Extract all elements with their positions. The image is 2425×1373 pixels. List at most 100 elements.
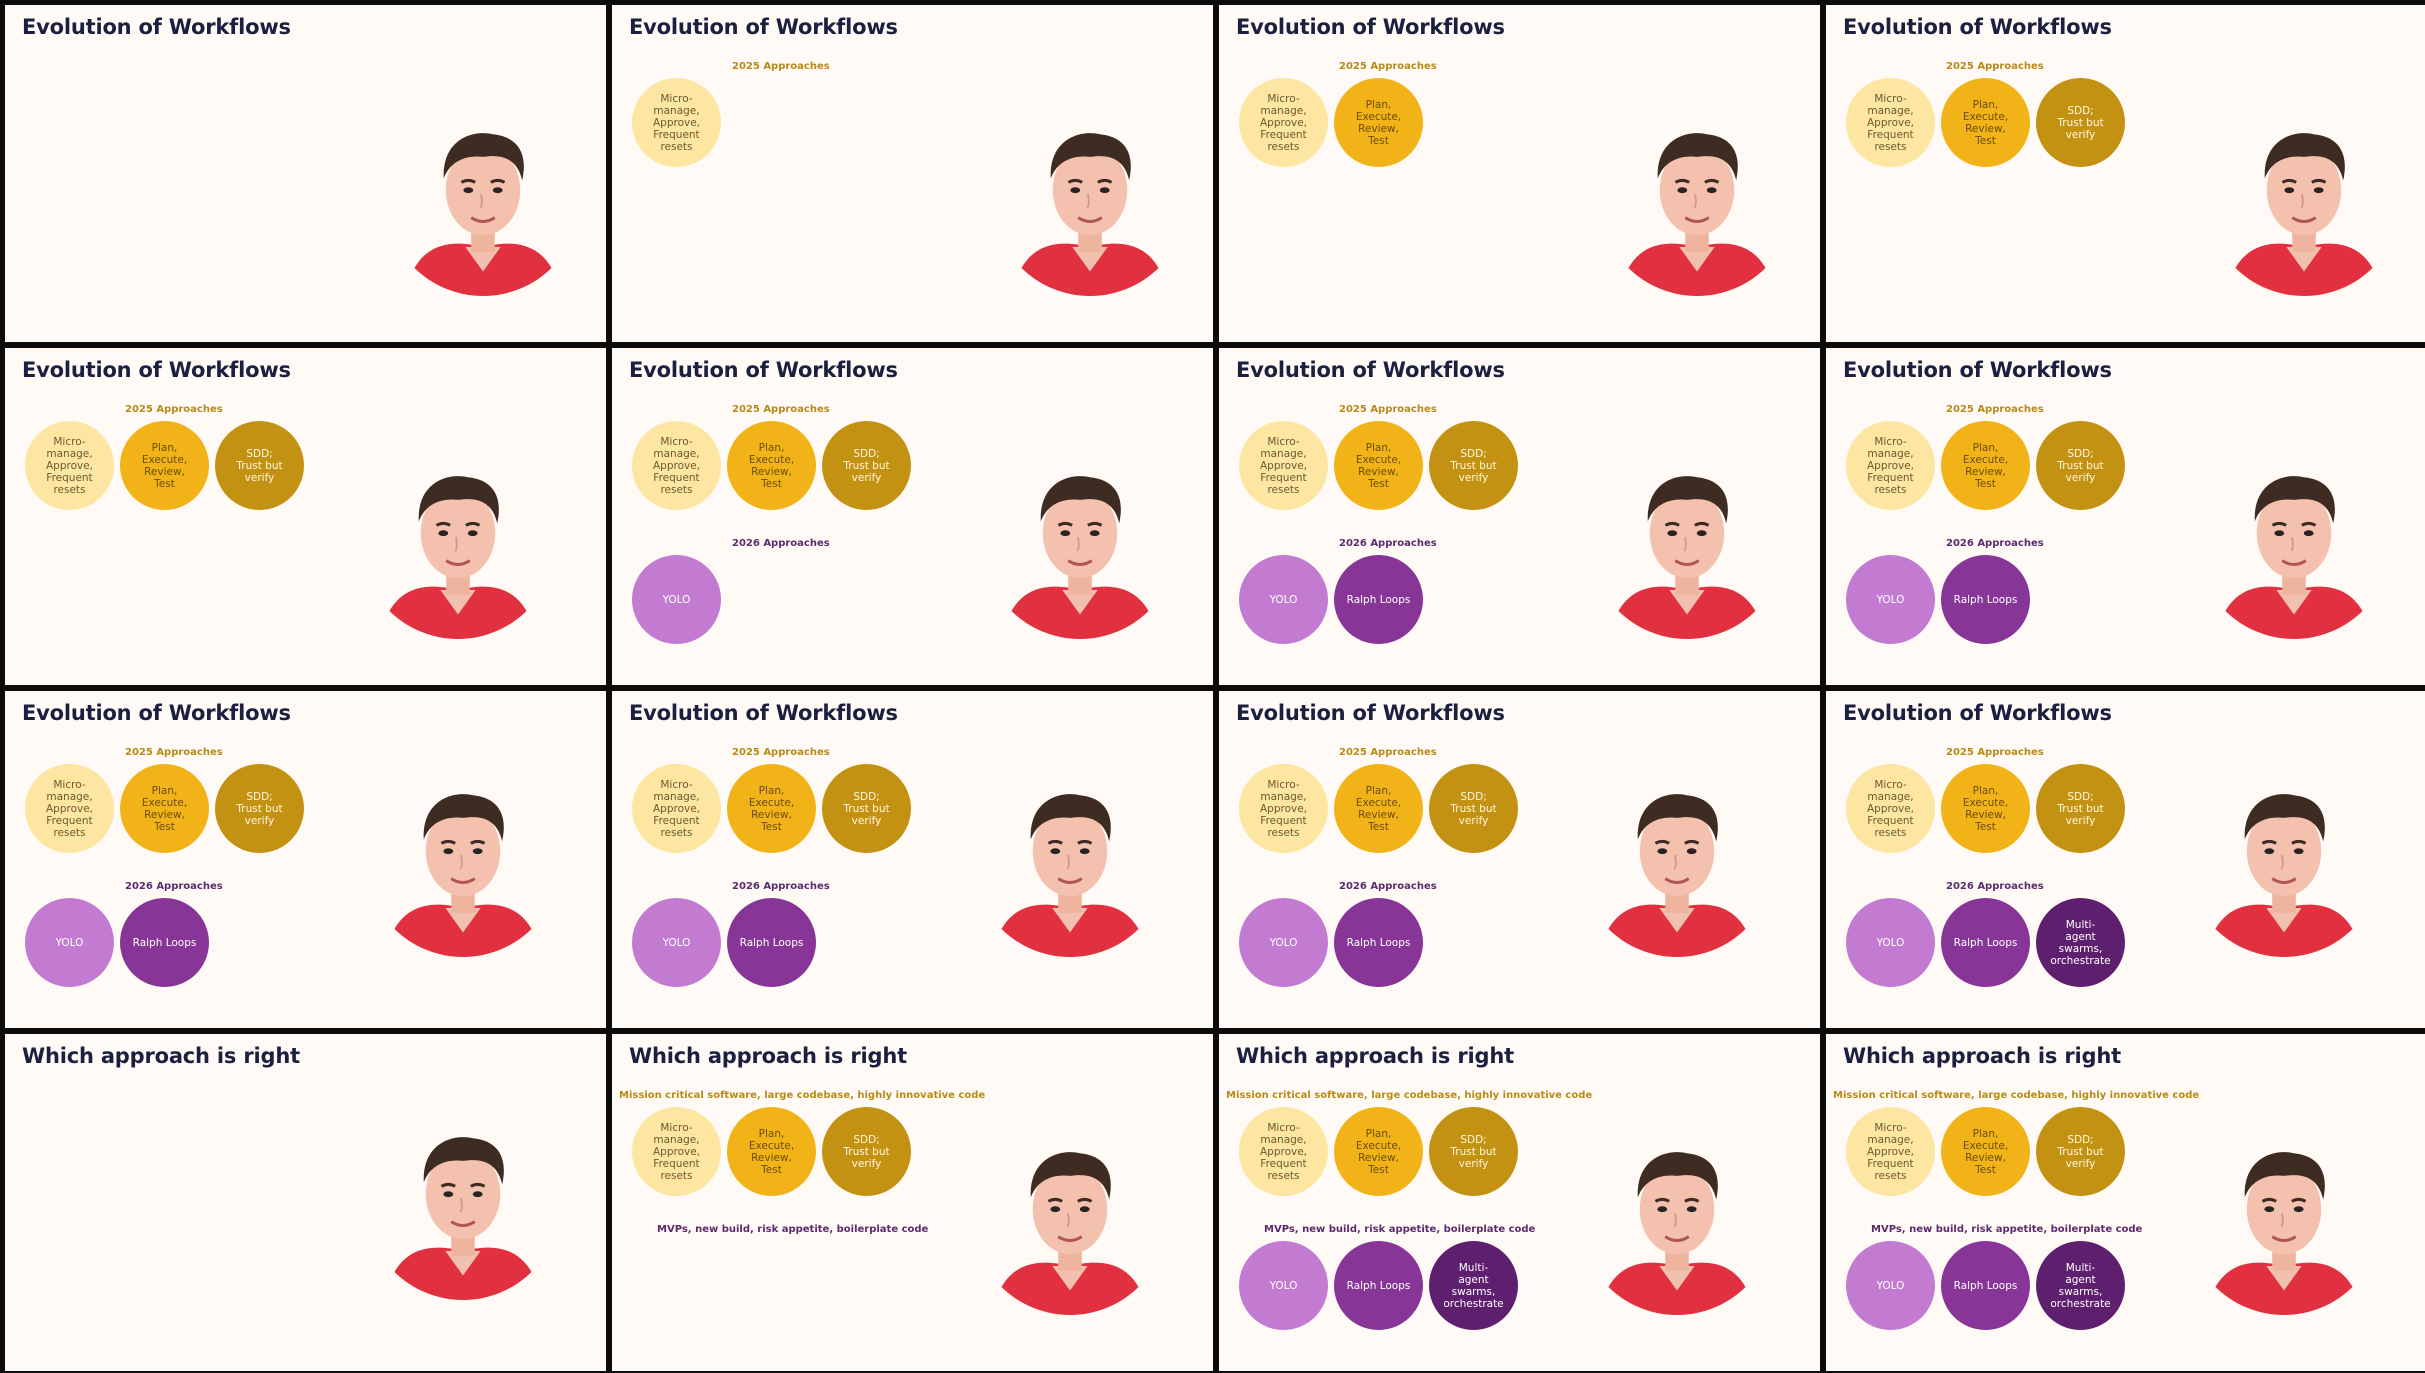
presenter-webcam [972, 761, 1168, 957]
video-frame: Which approach is right Mission critical … [612, 1034, 1213, 1371]
approach-bubble-multi: Multi- agent swarms, orchestrate [1429, 1241, 1518, 1330]
approach-row-bottom: YOLO Ralph Loops [25, 898, 209, 987]
approach-bubble-micro: Micro- manage, Approve, Frequent resets [632, 421, 721, 510]
approach-bubble-micro: Micro- manage, Approve, Frequent resets [25, 764, 114, 853]
slide-title: Evolution of Workflows [1843, 15, 2112, 39]
approach-row-top: Micro- manage, Approve, Frequent resets P… [25, 764, 304, 853]
approach-bubble-plan: Plan, Execute, Review, Test [727, 421, 816, 510]
presenter-webcam [2186, 761, 2382, 957]
video-frame: Evolution of Workflows 2025 Approaches Mic… [1219, 5, 1820, 342]
approach-bubble-ralph: Ralph Loops [1941, 1241, 2030, 1330]
section-label-top: 2025 Approaches [125, 404, 223, 415]
approach-bubble-sdd: SDD; Trust but verify [1429, 421, 1518, 510]
approach-row-bottom: YOLO Ralph Loops [1846, 555, 2030, 644]
approach-row-top: Micro- manage, Approve, Frequent resets P… [1846, 78, 2125, 167]
video-frame: Evolution of Workflows 2025 Approaches Mic… [612, 691, 1213, 1028]
approach-bubble-multi: Multi- agent swarms, orchestrate [2036, 898, 2125, 987]
approach-bubble-micro: Micro- manage, Approve, Frequent resets [1846, 78, 1935, 167]
presenter-webcam [1589, 443, 1785, 639]
video-frame: Evolution of Workflows [5, 5, 606, 342]
approach-row-top: Micro- manage, Approve, Frequent resets P… [1239, 1107, 1518, 1196]
approach-bubble-sdd: SDD; Trust but verify [822, 764, 911, 853]
approach-bubble-plan: Plan, Execute, Review, Test [120, 421, 209, 510]
approach-bubble-sdd: SDD; Trust but verify [2036, 78, 2125, 167]
approach-row-top: Micro- manage, Approve, Frequent resets [632, 78, 721, 167]
section-label-top: 2025 Approaches [732, 747, 830, 758]
section-label-bottom: MVPs, new build, risk appetite, boilerpl… [657, 1224, 929, 1235]
approach-bubble-ralph: Ralph Loops [1941, 555, 2030, 644]
approach-bubble-micro: Micro- manage, Approve, Frequent resets [632, 764, 721, 853]
slide-title: Evolution of Workflows [629, 358, 898, 382]
approach-bubble-plan: Plan, Execute, Review, Test [1941, 764, 2030, 853]
approach-bubble-ralph: Ralph Loops [1334, 555, 1423, 644]
approach-bubble-ralph: Ralph Loops [120, 898, 209, 987]
slide-title: Which approach is right [22, 1044, 300, 1068]
section-label-bottom: 2026 Approaches [1946, 538, 2044, 549]
approach-bubble-yolo: YOLO [1846, 898, 1935, 987]
video-frame: Which approach is right Mission critical … [1219, 1034, 1820, 1371]
approach-row-top: Micro- manage, Approve, Frequent resets P… [1239, 421, 1518, 510]
approach-bubble-ralph: Ralph Loops [727, 898, 816, 987]
slide-title: Evolution of Workflows [1236, 701, 1505, 725]
section-label-top: 2025 Approaches [732, 404, 830, 415]
approach-row-top: Micro- manage, Approve, Frequent resets P… [1846, 421, 2125, 510]
slide-title: Which approach is right [629, 1044, 907, 1068]
section-label-bottom: 2026 Approaches [1946, 881, 2044, 892]
slide-title: Evolution of Workflows [629, 701, 898, 725]
approach-bubble-yolo: YOLO [1239, 1241, 1328, 1330]
approach-row-top: Micro- manage, Approve, Frequent resets P… [632, 1107, 911, 1196]
video-frame: Evolution of Workflows 2025 Approaches Mic… [612, 5, 1213, 342]
approach-bubble-yolo: YOLO [1846, 555, 1935, 644]
video-frame: Evolution of Workflows 2025 Approaches Mic… [1826, 691, 2425, 1028]
section-label-top: 2025 Approaches [732, 61, 830, 72]
approach-bubble-multi: Multi- agent swarms, orchestrate [2036, 1241, 2125, 1330]
section-label-bottom: 2026 Approaches [1339, 538, 1437, 549]
approach-bubble-sdd: SDD; Trust but verify [1429, 1107, 1518, 1196]
approach-bubble-micro: Micro- manage, Approve, Frequent resets [25, 421, 114, 510]
approach-bubble-ralph: Ralph Loops [1334, 898, 1423, 987]
approach-bubble-yolo: YOLO [1846, 1241, 1935, 1330]
video-frame: Evolution of Workflows 2025 Approaches Mic… [1826, 5, 2425, 342]
presenter-webcam [1599, 100, 1795, 296]
slide-title: Which approach is right [1236, 1044, 1514, 1068]
slide-title: Evolution of Workflows [629, 15, 898, 39]
presenter-webcam [1579, 761, 1775, 957]
approach-bubble-micro: Micro- manage, Approve, Frequent resets [632, 78, 721, 167]
presenter-webcam [385, 100, 581, 296]
presenter-webcam [972, 1119, 1168, 1315]
approach-bubble-plan: Plan, Execute, Review, Test [1941, 421, 2030, 510]
approach-bubble-sdd: SDD; Trust but verify [822, 1107, 911, 1196]
approach-bubble-plan: Plan, Execute, Review, Test [1941, 78, 2030, 167]
approach-row-bottom: YOLO Ralph Loops Multi- agent swarms, orch… [1846, 1241, 2125, 1330]
video-frame: Evolution of Workflows 2025 Approaches Mic… [612, 348, 1213, 685]
section-label-bottom: 2026 Approaches [125, 881, 223, 892]
presenter-webcam [365, 761, 561, 957]
approach-row-bottom: YOLO Ralph Loops Multi- agent swarms, orch… [1846, 898, 2125, 987]
approach-row-top: Micro- manage, Approve, Frequent resets P… [1239, 764, 1518, 853]
video-frame: Evolution of Workflows 2025 Approaches Mic… [1826, 348, 2425, 685]
presenter-webcam [992, 100, 1188, 296]
approach-row-top: Micro- manage, Approve, Frequent resets P… [25, 421, 304, 510]
approach-bubble-plan: Plan, Execute, Review, Test [727, 764, 816, 853]
approach-bubble-plan: Plan, Execute, Review, Test [1334, 78, 1423, 167]
approach-bubble-sdd: SDD; Trust but verify [2036, 1107, 2125, 1196]
section-label-top: Mission critical software, large codebas… [1226, 1090, 1593, 1101]
video-frame: Evolution of Workflows 2025 Approaches Mic… [1219, 348, 1820, 685]
approach-row-bottom: YOLO [632, 555, 721, 644]
video-frame: Evolution of Workflows 2025 Approaches Mic… [5, 348, 606, 685]
approach-row-top: Micro- manage, Approve, Frequent resets P… [1846, 764, 2125, 853]
approach-bubble-plan: Plan, Execute, Review, Test [1334, 421, 1423, 510]
approach-row-bottom: YOLO Ralph Loops [1239, 898, 1423, 987]
approach-bubble-micro: Micro- manage, Approve, Frequent resets [632, 1107, 721, 1196]
approach-row-bottom: YOLO Ralph Loops [632, 898, 816, 987]
approach-row-bottom: YOLO Ralph Loops [1239, 555, 1423, 644]
approach-bubble-sdd: SDD; Trust but verify [215, 421, 304, 510]
slide-title: Evolution of Workflows [22, 358, 291, 382]
slide-title: Evolution of Workflows [22, 15, 291, 39]
approach-bubble-plan: Plan, Execute, Review, Test [120, 764, 209, 853]
section-label-top: 2025 Approaches [1339, 404, 1437, 415]
approach-row-top: Micro- manage, Approve, Frequent resets P… [1239, 78, 1423, 167]
approach-bubble-micro: Micro- manage, Approve, Frequent resets [1846, 421, 1935, 510]
approach-bubble-yolo: YOLO [632, 898, 721, 987]
